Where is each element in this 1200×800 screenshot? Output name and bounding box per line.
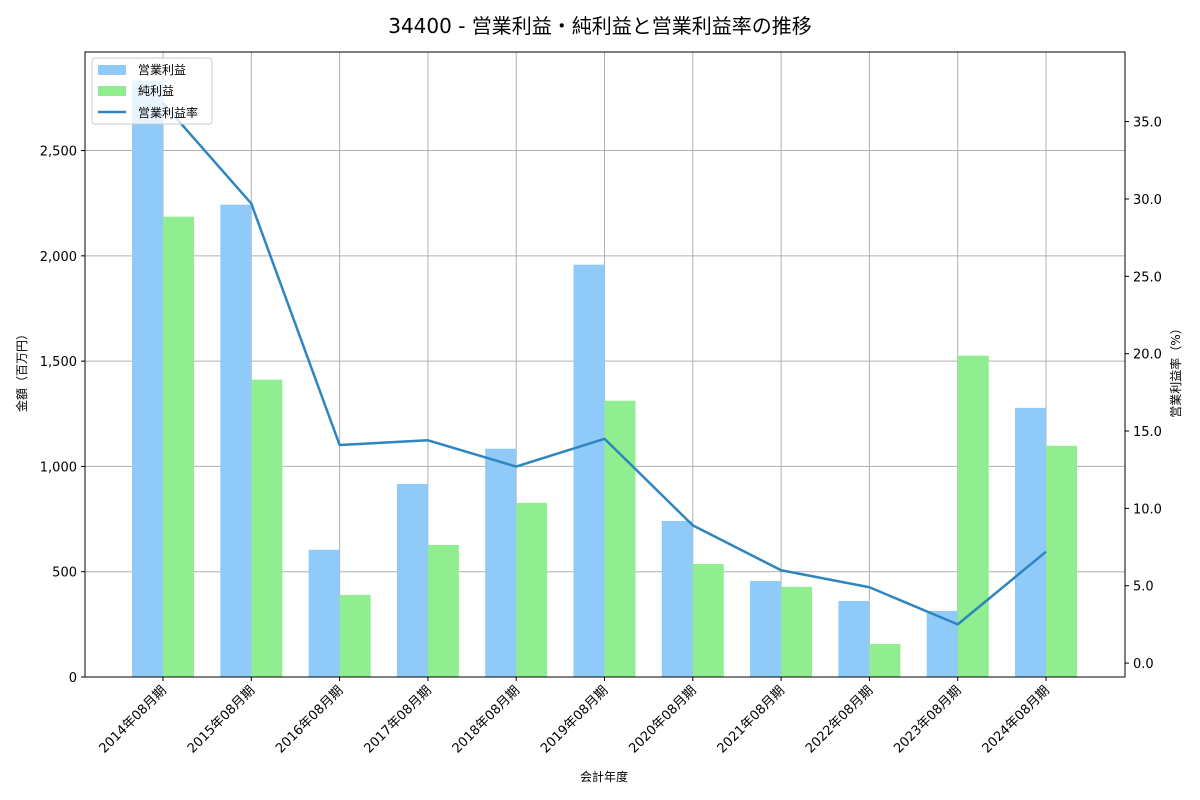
bar-operating-profit: [132, 80, 163, 678]
x-tick-label: 2024年08月期: [980, 683, 1053, 756]
y2-tick-label: 30.0: [1133, 193, 1162, 208]
x-tick-label: 2021年08月期: [715, 683, 788, 756]
bar-net-profit: [1046, 445, 1077, 677]
y2-tick-label: 20.0: [1133, 348, 1162, 363]
right-axis-ticks: 0.0 5.0 10.0 15.0 20.0 25.0 30.0 35.0: [1125, 116, 1162, 672]
x-tick-label: 2023年08月期: [891, 683, 964, 756]
bar-net-profit: [692, 563, 724, 677]
x-tick-label: 2019年08月期: [538, 683, 611, 756]
bar-operating-profit: [485, 448, 517, 677]
chart-title: 34400 - 営業利益・純利益と営業利益率の推移: [388, 14, 812, 38]
bar-series: [132, 80, 1077, 678]
x-tick-label: 2014年08月期: [97, 683, 170, 756]
y2-tick-label: 0.0: [1133, 657, 1154, 672]
bar-net-profit: [516, 502, 548, 677]
x-tick-label: 2015年08月期: [185, 683, 258, 756]
x-tick-label: 2018年08月期: [450, 683, 523, 756]
y-tick-label: 2,000: [40, 250, 77, 265]
y-tick-label: 1,500: [40, 355, 77, 370]
legend-swatch-net-profit: [98, 86, 126, 96]
bar-net-profit: [251, 379, 283, 677]
bar-net-profit: [427, 544, 459, 677]
bar-net-profit: [163, 216, 194, 677]
y2-tick-label: 5.0: [1133, 580, 1154, 595]
bar-operating-profit: [926, 610, 958, 677]
legend-swatch-operating-profit: [98, 65, 126, 75]
y2-tick-label: 35.0: [1133, 116, 1162, 131]
legend-label-net-profit: 純利益: [138, 84, 174, 98]
bar-operating-profit: [1015, 407, 1046, 677]
line-series: [162, 102, 1047, 626]
y-tick-label: 1,000: [40, 460, 77, 475]
bar-net-profit: [957, 355, 989, 677]
y2-axis-label: 営業利益率（%）: [1168, 322, 1183, 417]
y2-tick-label: 25.0: [1133, 270, 1162, 285]
x-axis-ticks: 2014年08月期 2015年08月期 2016年08月期 2017年08月期 2018…: [97, 677, 1053, 757]
y2-tick-label: 15.0: [1133, 425, 1162, 440]
x-tick-label: 2020年08月期: [626, 683, 699, 756]
left-axis-ticks: 0 500 1,000 1,500 2,000 2,500: [40, 145, 85, 686]
legend-label-operating-margin: 営業利益率: [138, 105, 198, 120]
bar-operating-profit: [308, 549, 340, 677]
bar-operating-profit: [838, 600, 870, 677]
bar-operating-profit: [750, 580, 782, 677]
bar-net-profit: [781, 586, 813, 677]
y2-tick-label: 10.0: [1133, 502, 1162, 517]
legend-label-operating-profit: 営業利益: [138, 63, 186, 77]
bar-operating-profit: [661, 520, 693, 677]
y-tick-label: 0: [69, 671, 77, 686]
bar-net-profit: [339, 594, 371, 677]
x-tick-label: 2016年08月期: [273, 683, 346, 756]
bar-net-profit: [604, 400, 636, 677]
y-tick-label: 2,500: [40, 145, 77, 160]
bar-operating-profit: [396, 483, 428, 677]
bar-operating-profit: [573, 264, 605, 677]
line-operating-margin: [162, 102, 1047, 626]
x-tick-label: 2017年08月期: [361, 683, 434, 756]
bar-net-profit: [869, 643, 901, 677]
x-axis-label: 会計年度: [580, 769, 628, 784]
x-tick-label: 2022年08月期: [803, 683, 876, 756]
bar-operating-profit: [220, 204, 252, 677]
y-axis-label: 金額（百万円）: [14, 328, 29, 412]
legend: 営業利益 純利益 営業利益率: [91, 57, 213, 125]
y-tick-label: 500: [52, 566, 77, 581]
